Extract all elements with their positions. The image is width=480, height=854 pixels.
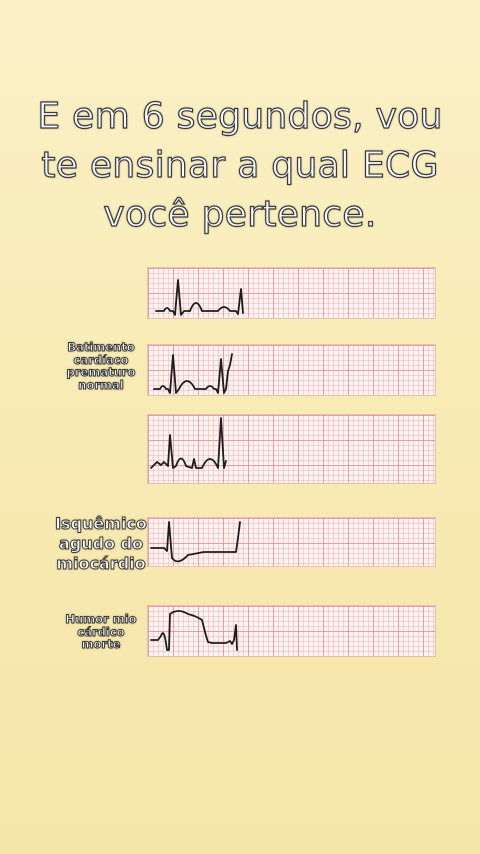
label-strip-4: Isquêmico agudo do miocárdio xyxy=(50,514,152,574)
headline-line-3: você pertence. xyxy=(103,193,377,235)
label-strip-4-line-1: Isquêmico xyxy=(55,514,148,534)
ecg-strip-1 xyxy=(148,268,435,318)
headline-line-1: E em 6 segundos, vou xyxy=(37,95,443,137)
ecg-trace-5 xyxy=(150,610,238,651)
ecg-strip-5 xyxy=(148,606,435,656)
label-strip-2-line-3: prematuro xyxy=(66,365,136,379)
label-strip-5-line-3: morte xyxy=(81,637,121,651)
label-strip-4-line-3: miocárdio xyxy=(56,554,146,574)
ecg-strip-3 xyxy=(148,415,435,483)
label-strip-2-line-2: cardíaco xyxy=(73,352,129,367)
label-strip-5: Humor mio cárdico morte xyxy=(60,613,142,651)
ecg-strip-4 xyxy=(148,518,435,566)
ecg-trace-2 xyxy=(153,353,233,394)
label-strip-2-line-1: Batimento xyxy=(67,340,135,354)
headline-line-2: te ensinar a qual ECG xyxy=(41,144,439,186)
ecg-strip-2 xyxy=(148,345,435,395)
label-strip-4-line-2: agudo do xyxy=(58,534,144,554)
ecg-trace-3 xyxy=(150,417,227,469)
label-strip-2-line-4: normal xyxy=(78,377,124,392)
label-strip-2: Batimento cardíaco prematuro normal xyxy=(60,341,142,391)
ecg-trace-1 xyxy=(155,279,244,316)
headline: E em 6 segundos, vou te ensinar a qual E… xyxy=(0,92,480,239)
label-strip-5-line-2: cárdico xyxy=(77,624,125,639)
ecg-trace-4 xyxy=(150,521,241,563)
label-strip-5-line-1: Humor mio xyxy=(65,612,137,626)
